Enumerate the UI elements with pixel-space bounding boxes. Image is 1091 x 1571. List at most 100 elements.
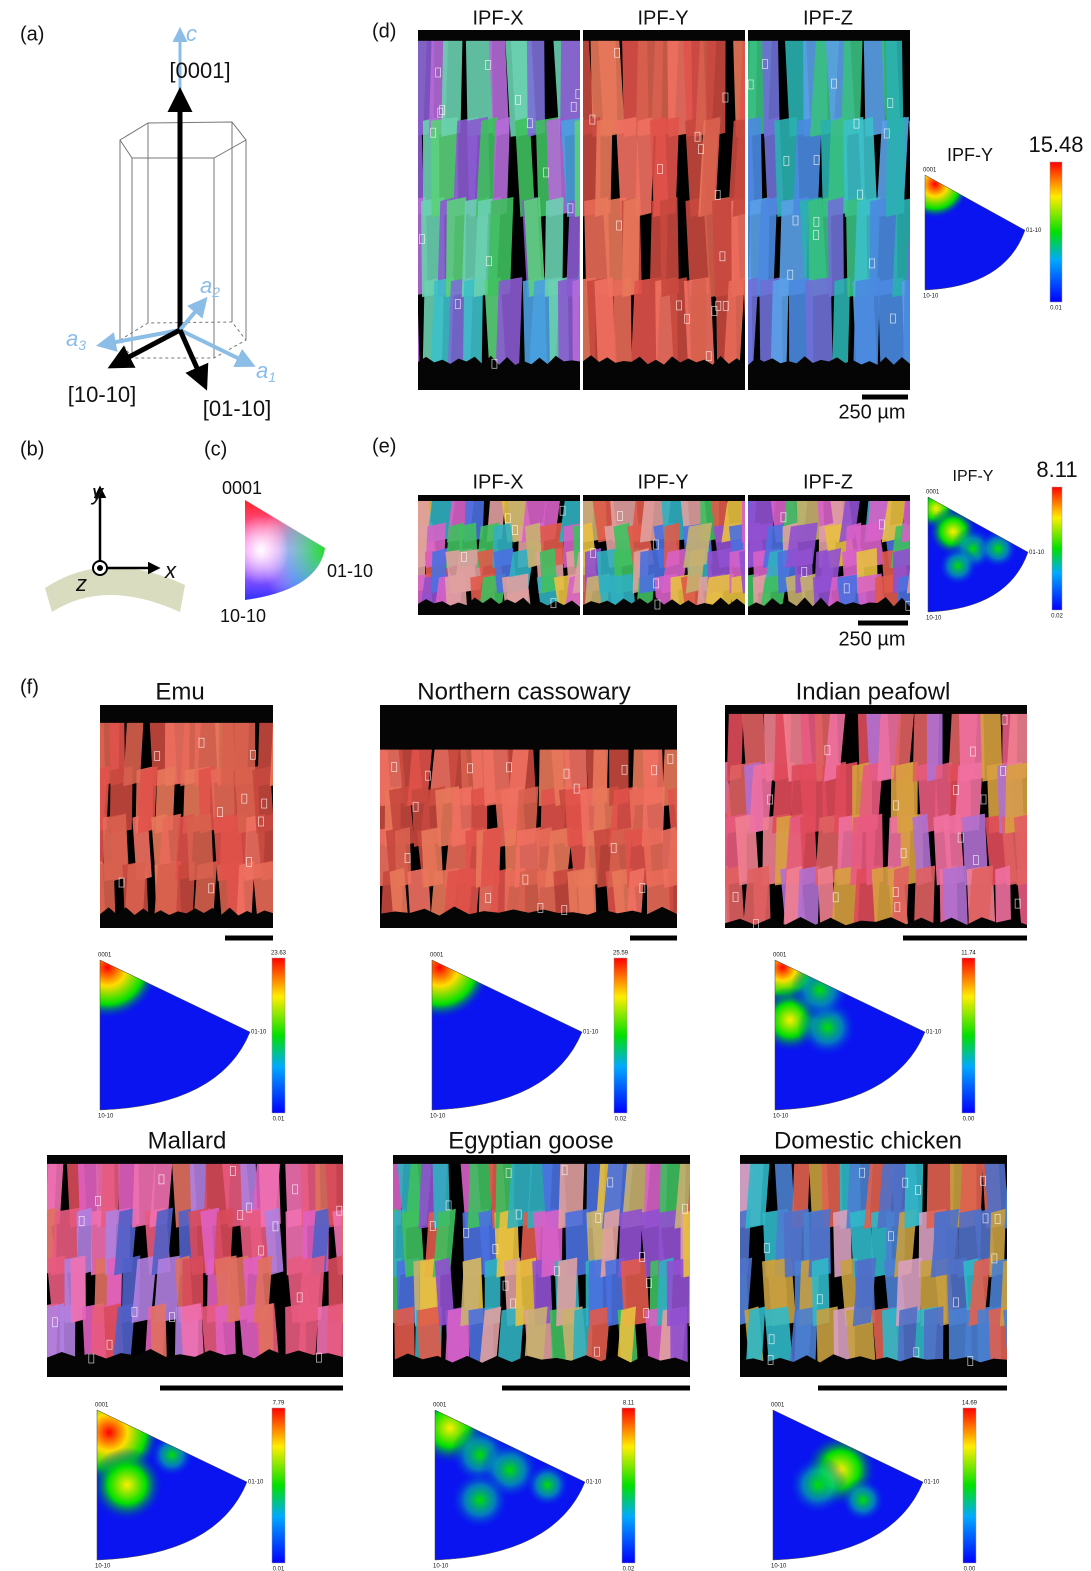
grain (578, 206, 580, 298)
grain (137, 766, 158, 834)
grain (725, 813, 729, 882)
grain (526, 36, 546, 137)
substrate (748, 356, 910, 390)
c-label: c (186, 21, 197, 46)
crystal-icon (780, 512, 787, 523)
crystal-icon (425, 770, 431, 781)
grain (1016, 816, 1027, 886)
grain (594, 277, 616, 378)
crystal-icon (894, 902, 901, 913)
grain (906, 568, 910, 594)
grain (852, 1257, 877, 1327)
crystal-icon (272, 1221, 279, 1232)
grain (762, 36, 780, 137)
crystal-icon (106, 1339, 113, 1350)
top-edge (740, 1155, 1007, 1164)
top-edge (47, 1155, 343, 1164)
grain (613, 277, 632, 378)
pf-outline (927, 496, 1029, 613)
crystal-icon (246, 1202, 253, 1213)
crystal-icon (467, 763, 473, 774)
grain (343, 1303, 368, 1371)
grain (565, 199, 580, 298)
crystal-icon (526, 118, 533, 129)
pole-figure (925, 175, 1025, 290)
crystal-icon (967, 1356, 974, 1366)
color-bar-min: 0.01 (273, 1117, 285, 1123)
pole-label: 10-10 (95, 1564, 111, 1570)
grain (572, 551, 580, 594)
crystal-icon (504, 513, 511, 524)
crystal-icon (217, 807, 223, 817)
pole-figure (775, 960, 925, 1110)
orientation-map (748, 30, 910, 390)
pf-outline (99, 959, 251, 1111)
crystal-icon (52, 1317, 58, 1328)
crystal-icon (616, 220, 622, 231)
crystal-icon (437, 107, 444, 118)
pole-label: 10-10 (220, 606, 266, 626)
crystal-icon (972, 855, 979, 865)
color-bar (613, 957, 628, 1114)
scale-label: 250 µm (838, 628, 905, 650)
crystal-icon (719, 251, 726, 262)
grain (109, 813, 130, 882)
crystal-icon (684, 313, 690, 324)
color-bar-max: 14.69 (962, 1401, 978, 1407)
crystal-icon (491, 358, 498, 369)
substrate (418, 597, 580, 615)
color-bar-max: 11.74 (961, 951, 976, 957)
crystal-icon (610, 842, 617, 853)
crystal-icon (439, 105, 446, 115)
crystal-icon (980, 794, 987, 805)
pf-spot (788, 1455, 848, 1515)
crystal-icon (1014, 898, 1021, 909)
crystal-icon (883, 128, 890, 139)
color-bar-min: 0.02 (623, 1567, 635, 1571)
crystal-icon (715, 300, 722, 311)
grain (691, 1306, 711, 1375)
crystal-icon (589, 114, 596, 125)
pole-label: 01-10 (327, 561, 373, 581)
grain (487, 197, 514, 298)
grain (841, 36, 863, 137)
crystal-icon (550, 598, 557, 609)
grain (706, 36, 726, 137)
crystal-icon (607, 1177, 614, 1188)
grain (523, 197, 546, 298)
color-bar-min: 0.02 (615, 1117, 627, 1123)
grain (495, 277, 523, 378)
crystal-icon (653, 578, 659, 589)
color-bar-max: 15.48 (1028, 132, 1083, 157)
grain (904, 1159, 924, 1229)
pole-label: 01-10 (583, 1030, 599, 1036)
grain (745, 1159, 770, 1229)
crystal-icon (391, 762, 398, 772)
map-title: IPF-X (472, 471, 523, 493)
grain (895, 761, 915, 834)
crystal-icon (506, 762, 512, 773)
grain (738, 40, 745, 137)
crystal-icon (676, 300, 682, 311)
a3-axis (96, 328, 181, 352)
grain (577, 867, 597, 928)
grain (743, 280, 745, 321)
crystal-icon (258, 816, 264, 827)
sample-title: Mallard (148, 1127, 227, 1154)
crystal-icon (767, 794, 774, 805)
grain (598, 36, 626, 137)
grain (726, 709, 744, 782)
grain (123, 718, 144, 787)
grain (757, 197, 778, 298)
grain (594, 116, 613, 217)
pole-label: 10-10 (771, 1564, 787, 1570)
crystal-icon (561, 1165, 568, 1176)
pole-label: 10-10 (926, 616, 942, 622)
crystal-icon (246, 856, 252, 867)
pole-label: 10-10 (430, 1114, 446, 1120)
grain (622, 197, 640, 298)
hex-prism (119, 121, 247, 359)
crystal-icon (454, 299, 461, 309)
grain (682, 1211, 690, 1278)
